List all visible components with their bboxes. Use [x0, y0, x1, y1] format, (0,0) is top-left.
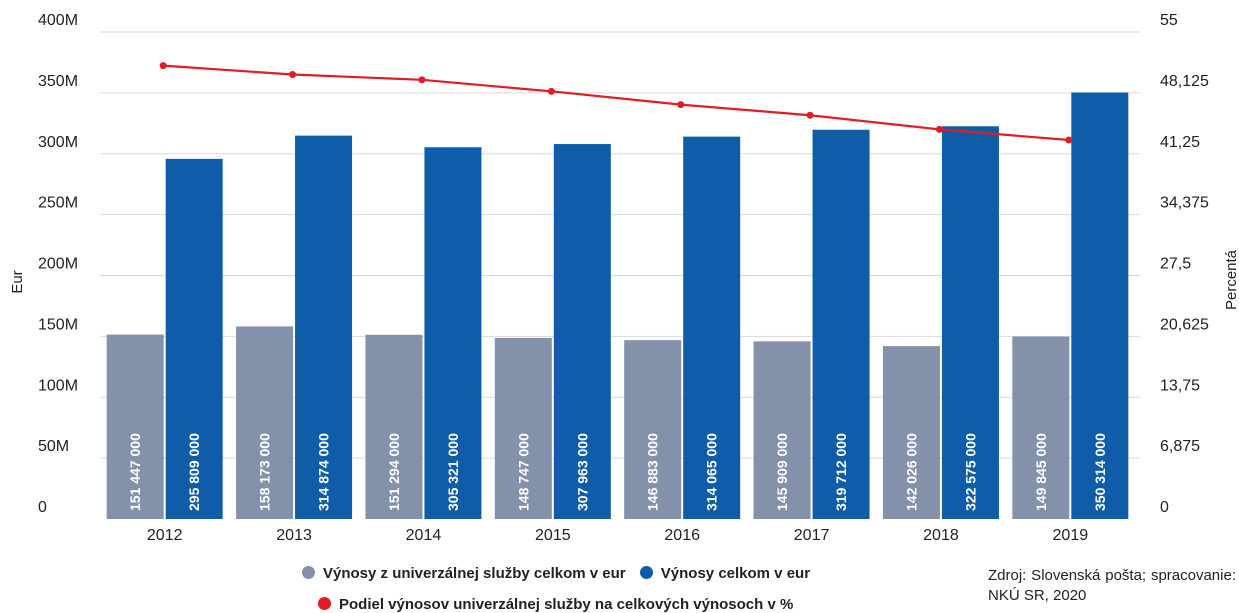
- left-tick-label: 0: [38, 499, 47, 516]
- legend-item-us-revenue: Výnosy z univerzálnej služby celkom v eu…: [302, 565, 626, 582]
- bar-us-revenue: [365, 334, 423, 519]
- bar-total-revenue: [165, 158, 223, 519]
- left-tick-label: 300M: [38, 134, 78, 151]
- legend-swatch-share: [318, 597, 331, 610]
- share-point: [677, 101, 685, 109]
- bar-labels: 151 447 000 295 809 000 158 173 000 314 874…: [127, 433, 1108, 511]
- bar-value-label: 319 712 000: [833, 433, 849, 511]
- right-axis-title: Percentá: [1223, 249, 1239, 310]
- bar-value-label: 151 447 000: [127, 433, 143, 511]
- x-tick-label: 2015: [535, 527, 571, 544]
- x-tick-label: 2019: [1053, 527, 1089, 544]
- left-tick-label: 150M: [38, 316, 78, 333]
- legend-label-us-revenue: Výnosy z univerzálnej služby celkom v eu…: [323, 565, 626, 582]
- share-line: [163, 64, 1069, 142]
- bar-total-revenue: [941, 126, 999, 519]
- bar-value-label: 148 747 000: [515, 433, 531, 511]
- share-point: [547, 87, 555, 95]
- x-tick-label: 2012: [147, 527, 183, 544]
- bar-value-label: 146 883 000: [645, 433, 661, 511]
- legend-swatch-us-revenue: [302, 566, 315, 579]
- chart: 151 447 000 295 809 000 158 173 000 314 874…: [9, 12, 1239, 544]
- bars: [106, 92, 1129, 520]
- right-tick-label: 27,5: [1160, 256, 1191, 273]
- share-point: [1065, 136, 1073, 144]
- right-axis-ticks: 0 6,875 13,75 20,625 27,5 34,375 41,25 48,125 55: [1160, 12, 1209, 516]
- bar-value-label: 142 026 000: [903, 433, 919, 511]
- right-tick-label: 13,75: [1160, 377, 1200, 394]
- x-tick-label: 2014: [406, 527, 442, 544]
- bar-value-label: 305 321 000: [445, 433, 461, 511]
- bar-value-label: 314 874 000: [316, 433, 332, 511]
- bar-total-revenue: [424, 147, 482, 520]
- share-point: [806, 111, 814, 119]
- source-note: Zdroj: Slovenská pošta; spracovanie: NKÚ…: [988, 567, 1236, 604]
- share-point: [289, 71, 297, 79]
- legend-row-1: Výnosy z univerzálnej služby celkom v eu…: [302, 565, 820, 582]
- bar-value-label: 149 845 000: [1033, 433, 1049, 511]
- bar-total-revenue: [812, 129, 870, 519]
- bar-value-label: 158 173 000: [257, 433, 273, 511]
- bar-total-revenue: [553, 144, 611, 519]
- bar-us-revenue: [106, 334, 164, 519]
- left-tick-label: 400M: [38, 12, 78, 29]
- bar-us-revenue: [236, 326, 294, 519]
- bar-value-label: 322 575 000: [962, 433, 978, 511]
- right-tick-label: 34,375: [1160, 195, 1209, 212]
- legend-swatch-total-revenue: [639, 566, 653, 579]
- bar-total-revenue: [295, 135, 353, 519]
- bar-us-revenue: [494, 337, 552, 519]
- left-tick-label: 250M: [38, 195, 78, 212]
- percentage-line: [159, 62, 1073, 144]
- left-axis-ticks: 0 50M 100M 150M 200M 250M 300M 350M 400M: [38, 12, 78, 516]
- left-tick-label: 100M: [38, 377, 78, 394]
- right-tick-label: 55: [1160, 12, 1178, 29]
- right-tick-label: 20,625: [1160, 316, 1209, 333]
- right-tick-label: 6,875: [1160, 438, 1200, 455]
- share-point: [418, 76, 426, 84]
- legend-item-total-revenue: Výnosy celkom v eur: [639, 565, 811, 582]
- bar-value-label: 145 909 000: [774, 433, 790, 511]
- legend-label-share: Podiel výnosov univerzálnej služby na ce…: [339, 596, 794, 613]
- bar-value-label: 295 809 000: [186, 433, 202, 511]
- bar-us-revenue: [753, 341, 811, 519]
- bar-value-label: 314 065 000: [704, 433, 720, 511]
- left-axis-title: Eur: [9, 270, 26, 293]
- left-tick-label: 350M: [38, 73, 78, 90]
- bar-value-label: 151 294 000: [386, 433, 402, 511]
- bar-us-revenue: [1012, 336, 1070, 519]
- x-tick-label: 2016: [664, 527, 700, 544]
- right-tick-label: 41,25: [1160, 134, 1200, 151]
- bar-us-revenue: [882, 346, 940, 519]
- legend-item-share: Podiel výnosov univerzálnej služby na ce…: [318, 596, 793, 613]
- bar-value-label: 350 314 000: [1092, 433, 1108, 511]
- right-tick-label: 0: [1160, 499, 1169, 516]
- left-tick-label: 50M: [38, 438, 69, 455]
- bar-value-label: 307 963 000: [574, 433, 590, 511]
- x-tick-label: 2018: [923, 527, 959, 544]
- x-tick-label: 2013: [276, 527, 312, 544]
- x-tick-label: 2017: [794, 527, 830, 544]
- bar-us-revenue: [624, 340, 682, 519]
- legend-label-total-revenue: Výnosy celkom v eur: [660, 565, 811, 582]
- right-tick-label: 48,125: [1160, 73, 1209, 90]
- bar-total-revenue: [683, 136, 741, 520]
- left-tick-label: 200M: [38, 256, 78, 273]
- share-point: [935, 125, 943, 133]
- legend-row-2: Podiel výnosov univerzálnej služby na ce…: [318, 596, 803, 613]
- bar-total-revenue: [1071, 92, 1129, 519]
- x-axis-ticks: 2012 2013 2014 2015 2016 2017 2018 2019: [147, 527, 1088, 544]
- share-point: [159, 62, 167, 70]
